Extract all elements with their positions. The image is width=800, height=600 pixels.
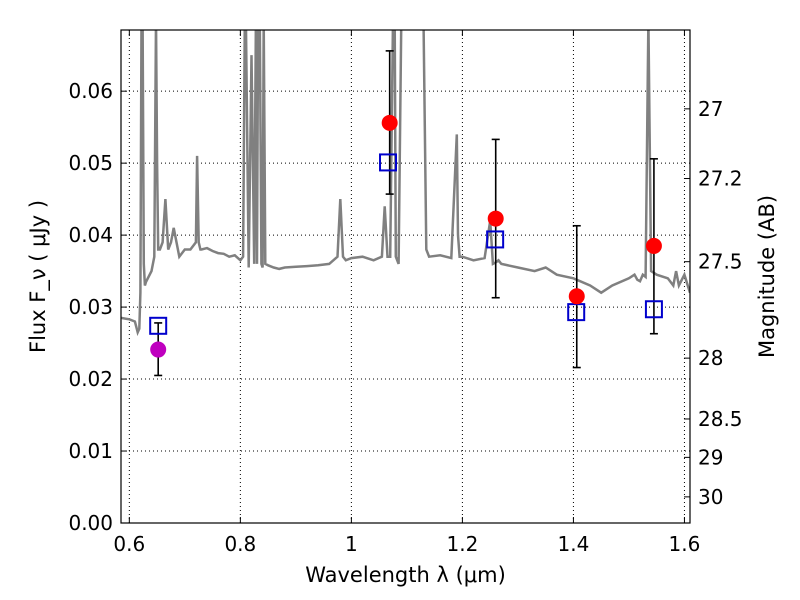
observed-point	[381, 114, 398, 131]
x-tick-label: 0.6	[113, 532, 145, 556]
y-tick-label: 0.02	[68, 367, 113, 391]
y-tick-label: 0.00	[68, 511, 113, 535]
y2-tick-label: 30	[698, 485, 723, 509]
observed-point	[150, 341, 167, 358]
y-tick-label: 0.06	[68, 79, 113, 103]
model-band-point	[644, 300, 663, 319]
y2-tick-label: 29	[698, 445, 723, 469]
y2-tick-label: 28	[698, 346, 723, 370]
x-tick-label: 1.4	[558, 532, 590, 556]
y2-axis-label: Magnitude (AB)	[755, 195, 779, 358]
y-tick-label: 0.03	[68, 295, 113, 319]
y2-tick-label: 27	[698, 97, 723, 121]
y2-tick-label: 27.5	[698, 250, 743, 274]
x-tick-label: 1.2	[446, 532, 478, 556]
grid	[121, 30, 690, 524]
y-axis-label: Flux F_ν ( μJy )	[26, 200, 51, 353]
x-tick-label: 1.6	[669, 532, 701, 556]
x-tick-label: 0.8	[224, 532, 256, 556]
y2-tick-label: 27.2	[698, 167, 743, 191]
x-tick-label: 1	[345, 532, 358, 556]
model-band-points	[149, 153, 663, 335]
model-band-point	[486, 230, 505, 249]
y2-tick-label: 28.5	[698, 407, 743, 431]
observed-points	[150, 114, 662, 358]
observed-point	[568, 288, 585, 305]
model-spectrum-line	[121, 30, 690, 337]
model-band-point	[379, 153, 398, 172]
model-band-point	[149, 316, 168, 335]
x-axis-label: Wavelength λ (μm)	[305, 563, 506, 587]
error-bars	[154, 50, 658, 377]
observed-point	[645, 237, 662, 254]
axis-ticks: 0.6 0.8 1 1.2 1.4 1.6 0.00 0.01 0.02 0.03 0.04 0.05…	[68, 30, 743, 556]
plot-frame	[120, 29, 691, 524]
y-tick-label: 0.04	[68, 223, 113, 247]
y-tick-label: 0.05	[68, 151, 113, 175]
observed-point	[487, 210, 504, 227]
y-tick-label: 0.01	[68, 439, 113, 463]
